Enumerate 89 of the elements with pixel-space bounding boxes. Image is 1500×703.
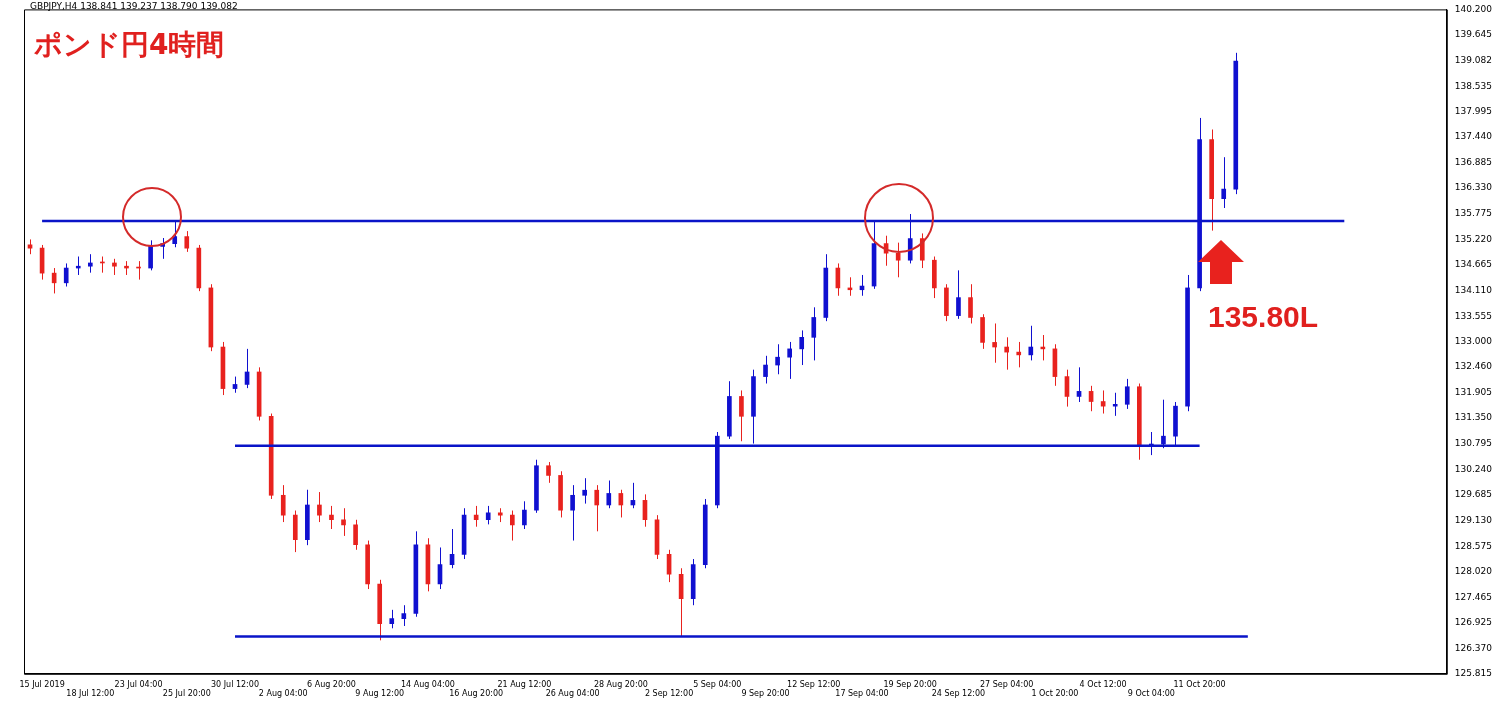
y-tick-label: 136.885: [1454, 156, 1492, 167]
y-tick-label: 127.465: [1454, 591, 1492, 602]
y-tick-label: 126.925: [1454, 616, 1492, 627]
candlestick: [329, 505, 334, 530]
x-tick-label: 12 Sep 12:00: [787, 679, 841, 689]
x-tick-label: 18 Jul 12:00: [66, 689, 115, 699]
x-tick-label: 25 Jul 20:00: [162, 689, 211, 699]
candlestick: [594, 484, 600, 532]
x-tick-label: 27 Sep 04:00: [979, 679, 1034, 689]
candlestick: [1124, 378, 1130, 410]
candlestick: [582, 477, 587, 505]
x-tick-label: 2 Sep 12:00: [644, 689, 694, 699]
y-tick-label: 134.665: [1454, 259, 1492, 270]
candlestick: [606, 480, 612, 509]
y-tick-label: 135.775: [1454, 208, 1492, 219]
candlestick: [895, 242, 901, 278]
candlestick: [522, 500, 527, 530]
y-tick-label: 131.905: [1454, 386, 1492, 397]
y-tick-label: 133.555: [1454, 310, 1492, 321]
y-tick-label: 135.220: [1454, 233, 1493, 244]
y-tick-label: 132.460: [1454, 361, 1493, 372]
candlestick: [485, 505, 491, 525]
y-tick-label: 129.685: [1454, 489, 1492, 500]
y-tick-label: 130.240: [1454, 463, 1493, 474]
candlestick: [401, 604, 407, 627]
y-tick-label: 128.575: [1454, 540, 1492, 551]
candlestick: [87, 253, 93, 274]
annotation: 135.80L: [1208, 300, 1319, 334]
candlestick: [570, 484, 575, 542]
candlestick: [968, 283, 973, 324]
x-tick-label: 6 Aug 20:00: [307, 679, 356, 689]
x-tick-label: 4 Oct 12:00: [1079, 679, 1127, 689]
candlestick: [956, 269, 961, 320]
x-tick-label: 15 Jul 2019: [19, 679, 65, 689]
candlestick: [389, 609, 395, 629]
y-tick-label: 139.082: [1454, 55, 1492, 66]
candlestick: [775, 343, 780, 375]
y-tick-label: 139.645: [1454, 29, 1492, 40]
candlestick: [546, 461, 551, 484]
x-tick-label: 28 Aug 20:00: [593, 679, 648, 689]
text: ポンド円4時間: [34, 27, 225, 63]
x-tick-label: 9 Oct 04:00: [1127, 689, 1175, 699]
x-tick-label: 21 Aug 12:00: [497, 679, 552, 689]
x-tick-label: 16 Aug 20:00: [449, 689, 504, 699]
candlestick: [992, 322, 997, 364]
candlestick: [1004, 336, 1010, 371]
y-tick-label: 128.020: [1454, 566, 1493, 577]
x-tick-label: 9 Aug 12:00: [355, 689, 405, 699]
candlestick: [184, 230, 190, 253]
y-tick-label: 140.200: [1454, 3, 1493, 14]
x-tick-label: 30 Jul 12:00: [211, 679, 259, 689]
y-tick-label: 138.535: [1454, 80, 1492, 91]
candlestick: [63, 262, 69, 288]
y-tick-label: 137.440: [1454, 131, 1493, 142]
y-tick-label: 137.995: [1454, 105, 1492, 116]
candlestick: [787, 341, 792, 380]
x-tick-label: 24 Sep 12:00: [931, 689, 986, 699]
y-tick-label: 129.130: [1454, 515, 1493, 526]
x-tick-label: 23 Jul 04:00: [114, 679, 163, 689]
x-tick-label: 14 Aug 04:00: [400, 679, 455, 689]
y-tick-label: 125.815: [1454, 668, 1492, 679]
candlestick: [148, 239, 153, 271]
candlestick: [1221, 156, 1227, 209]
candlestick: [510, 510, 515, 542]
candlestick: [341, 507, 346, 537]
candlestick: [739, 389, 744, 442]
candlestick: [317, 491, 322, 523]
y-tick-label: 130.795: [1454, 438, 1492, 449]
x-tick-label: 26 Aug 04:00: [545, 689, 600, 699]
y-tick-label: 126.370: [1454, 642, 1493, 653]
chart-subtitle: GBPJPY,H4 138.841 139.237 138.790 139.082: [30, 1, 238, 11]
y-tick-label: 131.350: [1454, 412, 1493, 423]
candlestick: [763, 355, 768, 385]
x-tick-label: 11 Oct 20:00: [1173, 679, 1226, 689]
y-tick-label: 134.110: [1454, 285, 1493, 296]
x-tick-label: 19 Sep 20:00: [883, 679, 937, 689]
y-tick-label: 133.000: [1454, 336, 1493, 347]
candlestick: [1016, 341, 1022, 368]
candlestick: [280, 484, 286, 523]
y-tick-label: 136.330: [1454, 182, 1493, 193]
x-tick-label: 2 Aug 04:00: [258, 689, 308, 699]
candlestick: [353, 519, 358, 551]
candlestick: [799, 329, 805, 366]
x-tick-label: 17 Sep 04:00: [835, 689, 889, 699]
x-tick-label: 9 Sep 20:00: [741, 689, 790, 699]
x-tick-label: 1 Oct 20:00: [1031, 689, 1079, 699]
x-tick-label: 5 Sep 04:00: [693, 679, 742, 689]
candlestick: [811, 306, 817, 361]
candlestick: [1028, 325, 1034, 361]
